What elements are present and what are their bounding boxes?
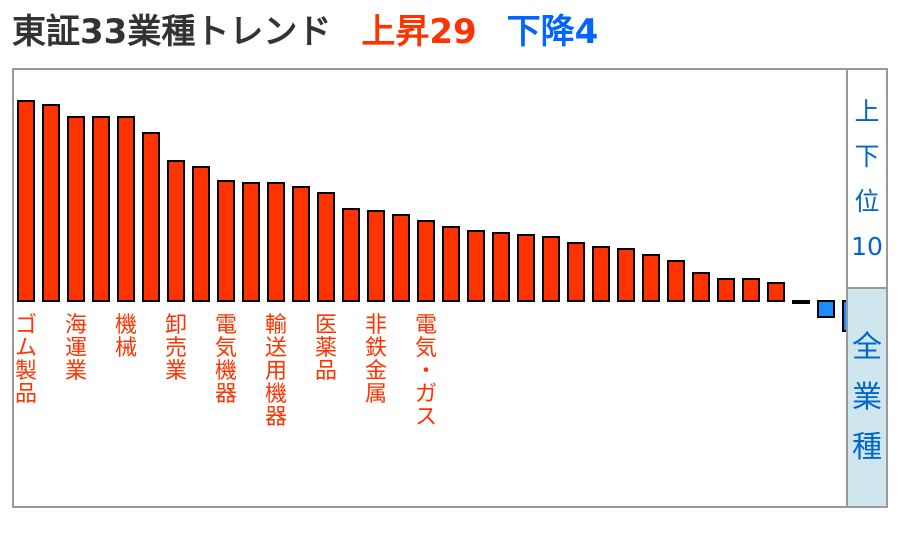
rise-count: 上昇29 [361, 12, 477, 52]
bar-32 [817, 300, 835, 318]
bar-19 [492, 232, 510, 302]
bar-4 [117, 116, 135, 302]
bar-3 [92, 116, 110, 302]
sector-label-12: 医薬品 [315, 313, 337, 384]
sector-label-16: 電気・ガス [415, 313, 437, 430]
bar-9 [242, 182, 260, 302]
page-title: 東証33業種トレンド [12, 12, 332, 52]
sector-label-0: ゴム製品 [15, 313, 37, 407]
bar-14 [367, 210, 385, 302]
bar-0 [17, 100, 35, 302]
bar-21 [542, 236, 560, 302]
side-bottom-char-2: 業 [852, 379, 882, 415]
bar-28 [717, 278, 735, 302]
side-bottom-char-3: 種 [852, 429, 882, 465]
sector-label-10: 輸送用機器 [265, 313, 287, 430]
sector-label-4: 機械 [115, 313, 137, 361]
bar-23 [592, 246, 610, 302]
side-top-char-4: 10 [851, 231, 883, 261]
bar-11 [292, 186, 310, 302]
bar-5 [142, 132, 160, 302]
side-top-char-2: 下 [854, 141, 880, 171]
bar-25 [642, 254, 660, 302]
side-bottom-char-1: 全 [852, 329, 882, 365]
all-sectors-button[interactable]: 全 業 種 [846, 289, 886, 506]
bar-20 [517, 234, 535, 302]
side-top-char-1: 上 [854, 96, 880, 126]
bar-13 [342, 208, 360, 302]
fall-count: 下降4 [506, 12, 599, 52]
bar-17 [442, 226, 460, 302]
bar-33 [842, 300, 846, 332]
top-bottom-10-button[interactable]: 上 下 位 10 [846, 70, 886, 289]
side-top-char-3: 位 [854, 186, 880, 216]
bar-27 [692, 272, 710, 302]
sector-label-14: 非鉄金属 [365, 313, 387, 407]
sector-label-2: 海運業 [65, 313, 87, 384]
bar-12 [317, 192, 335, 302]
bar-18 [467, 230, 485, 302]
bar-24 [617, 248, 635, 302]
bar-31 [792, 300, 810, 304]
bar-16 [417, 220, 435, 302]
bar-26 [667, 260, 685, 302]
page-header: 東証33業種トレンド 上昇29 下降4 [12, 6, 598, 58]
sector-label-6: 卸売業 [165, 313, 187, 384]
bar-2 [67, 116, 85, 302]
bar-29 [742, 278, 760, 302]
bar-7 [192, 166, 210, 302]
bar-10 [267, 182, 285, 302]
bar-30 [767, 282, 785, 302]
bar-22 [567, 242, 585, 302]
bar-6 [167, 160, 185, 302]
bar-8 [217, 180, 235, 302]
bar-1 [42, 104, 60, 302]
sector-label-8: 電気機器 [215, 313, 237, 407]
bar-15 [392, 214, 410, 302]
